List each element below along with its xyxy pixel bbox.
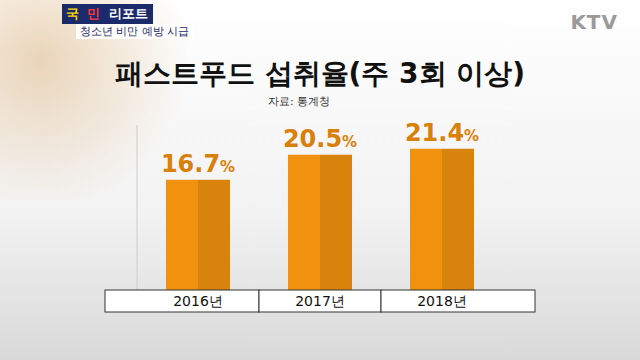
html-text:국: 국 (66, 6, 79, 21)
svg-text:2017년: 2017년 (295, 293, 345, 309)
svg-text:21.4%: 21.4% (405, 119, 479, 147)
html-text:리포트: 리포트 (109, 6, 148, 21)
html-text:청소년 비만 예방 시급: 청소년 비만 예방 시급 (80, 25, 190, 38)
html-text:민: 민 (87, 6, 100, 21)
html-text:패스트푸드 섭취율(주 3회 이상): 패스트푸드 섭취율(주 3회 이상) (114, 57, 526, 90)
svg-text:20.5%: 20.5% (283, 125, 357, 153)
svg-text:16.7%: 16.7% (161, 150, 235, 178)
svg-text:2016년: 2016년 (173, 293, 223, 309)
html-text:KTV: KTV (570, 10, 618, 34)
svg-text:2018년: 2018년 (417, 293, 467, 309)
html-text:자료: 통계청: 자료: 통계청 (268, 95, 331, 108)
